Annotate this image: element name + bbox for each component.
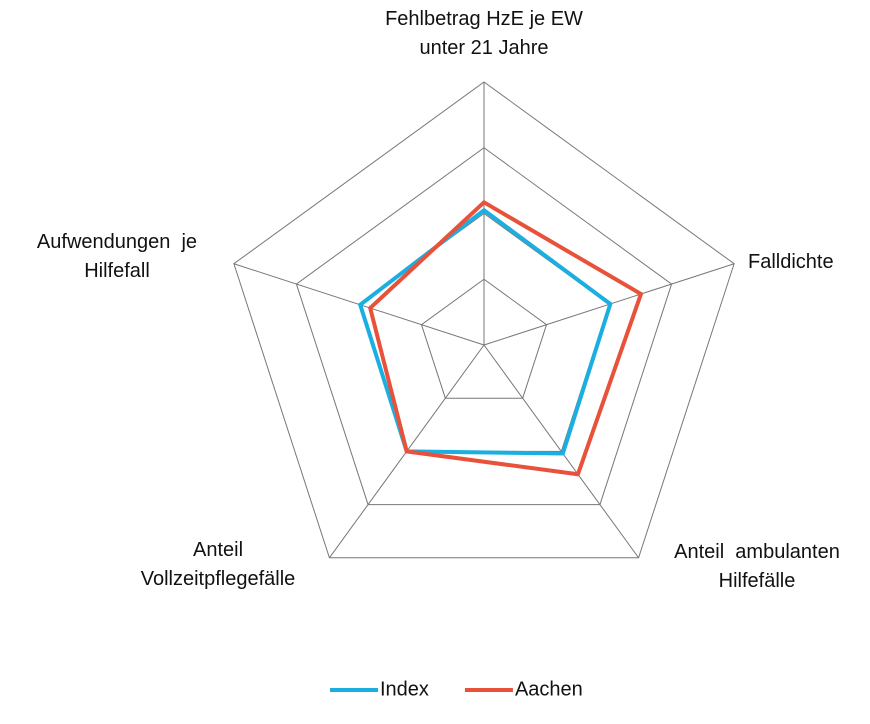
axis-label: Aufwendungen je Hilfefall	[37, 231, 197, 282]
spoke	[483, 344, 639, 559]
axis-label: Anteil ambulanten Hilfefälle	[674, 541, 840, 592]
series-line	[357, 207, 613, 456]
axis-label: Falldichte	[748, 251, 834, 273]
axis-label: Anteil Vollzeitpflegefälle	[141, 539, 296, 590]
grid-ring	[233, 81, 735, 559]
grid-ring	[420, 278, 548, 399]
legend-label: Index	[380, 678, 429, 700]
grid-ring	[295, 147, 673, 506]
series-line	[367, 199, 644, 477]
axis-label: Fehlbetrag HzE je EW unter 21 Jahre	[385, 8, 583, 59]
legend-label: Aachen	[515, 678, 583, 700]
